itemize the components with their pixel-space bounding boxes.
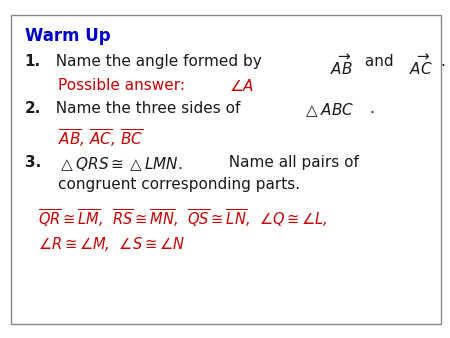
Text: $\overrightarrow{AC}$: $\overrightarrow{AC}$ bbox=[410, 54, 433, 78]
Text: .: . bbox=[440, 54, 445, 69]
Text: congruent corresponding parts.: congruent corresponding parts. bbox=[58, 177, 301, 192]
Text: $\overline{AB}$, $\overline{AC}$, $\overline{BC}$: $\overline{AB}$, $\overline{AC}$, $\over… bbox=[58, 127, 144, 148]
Text: 3.: 3. bbox=[25, 155, 41, 170]
Text: $\overline{QR} \cong \overline{LM}$,  $\overline{RS} \cong \overline{MN}$,  $\ov: $\overline{QR} \cong \overline{LM}$, $\o… bbox=[38, 208, 328, 230]
Text: and: and bbox=[360, 54, 398, 69]
Text: $\triangle QRS \cong \triangle LMN$.: $\triangle QRS \cong \triangle LMN$. bbox=[58, 155, 183, 173]
Text: Warm Up: Warm Up bbox=[25, 27, 110, 45]
Text: Name the angle formed by: Name the angle formed by bbox=[45, 54, 266, 69]
Text: Name the three sides of: Name the three sides of bbox=[46, 101, 245, 116]
Text: 1.: 1. bbox=[25, 54, 41, 69]
Text: $\angle R \cong \angle M$,  $\angle S \cong \angle N$: $\angle R \cong \angle M$, $\angle S \co… bbox=[38, 235, 185, 253]
Text: $\angle A$: $\angle A$ bbox=[229, 78, 254, 94]
Text: $\triangle ABC$: $\triangle ABC$ bbox=[303, 101, 354, 119]
FancyBboxPatch shape bbox=[11, 15, 441, 324]
Text: Possible answer:: Possible answer: bbox=[58, 78, 190, 93]
Text: $\overrightarrow{AB}$: $\overrightarrow{AB}$ bbox=[330, 54, 353, 78]
Text: .: . bbox=[369, 101, 374, 116]
Text: Name all pairs of: Name all pairs of bbox=[219, 155, 359, 170]
Text: 2.: 2. bbox=[25, 101, 41, 116]
